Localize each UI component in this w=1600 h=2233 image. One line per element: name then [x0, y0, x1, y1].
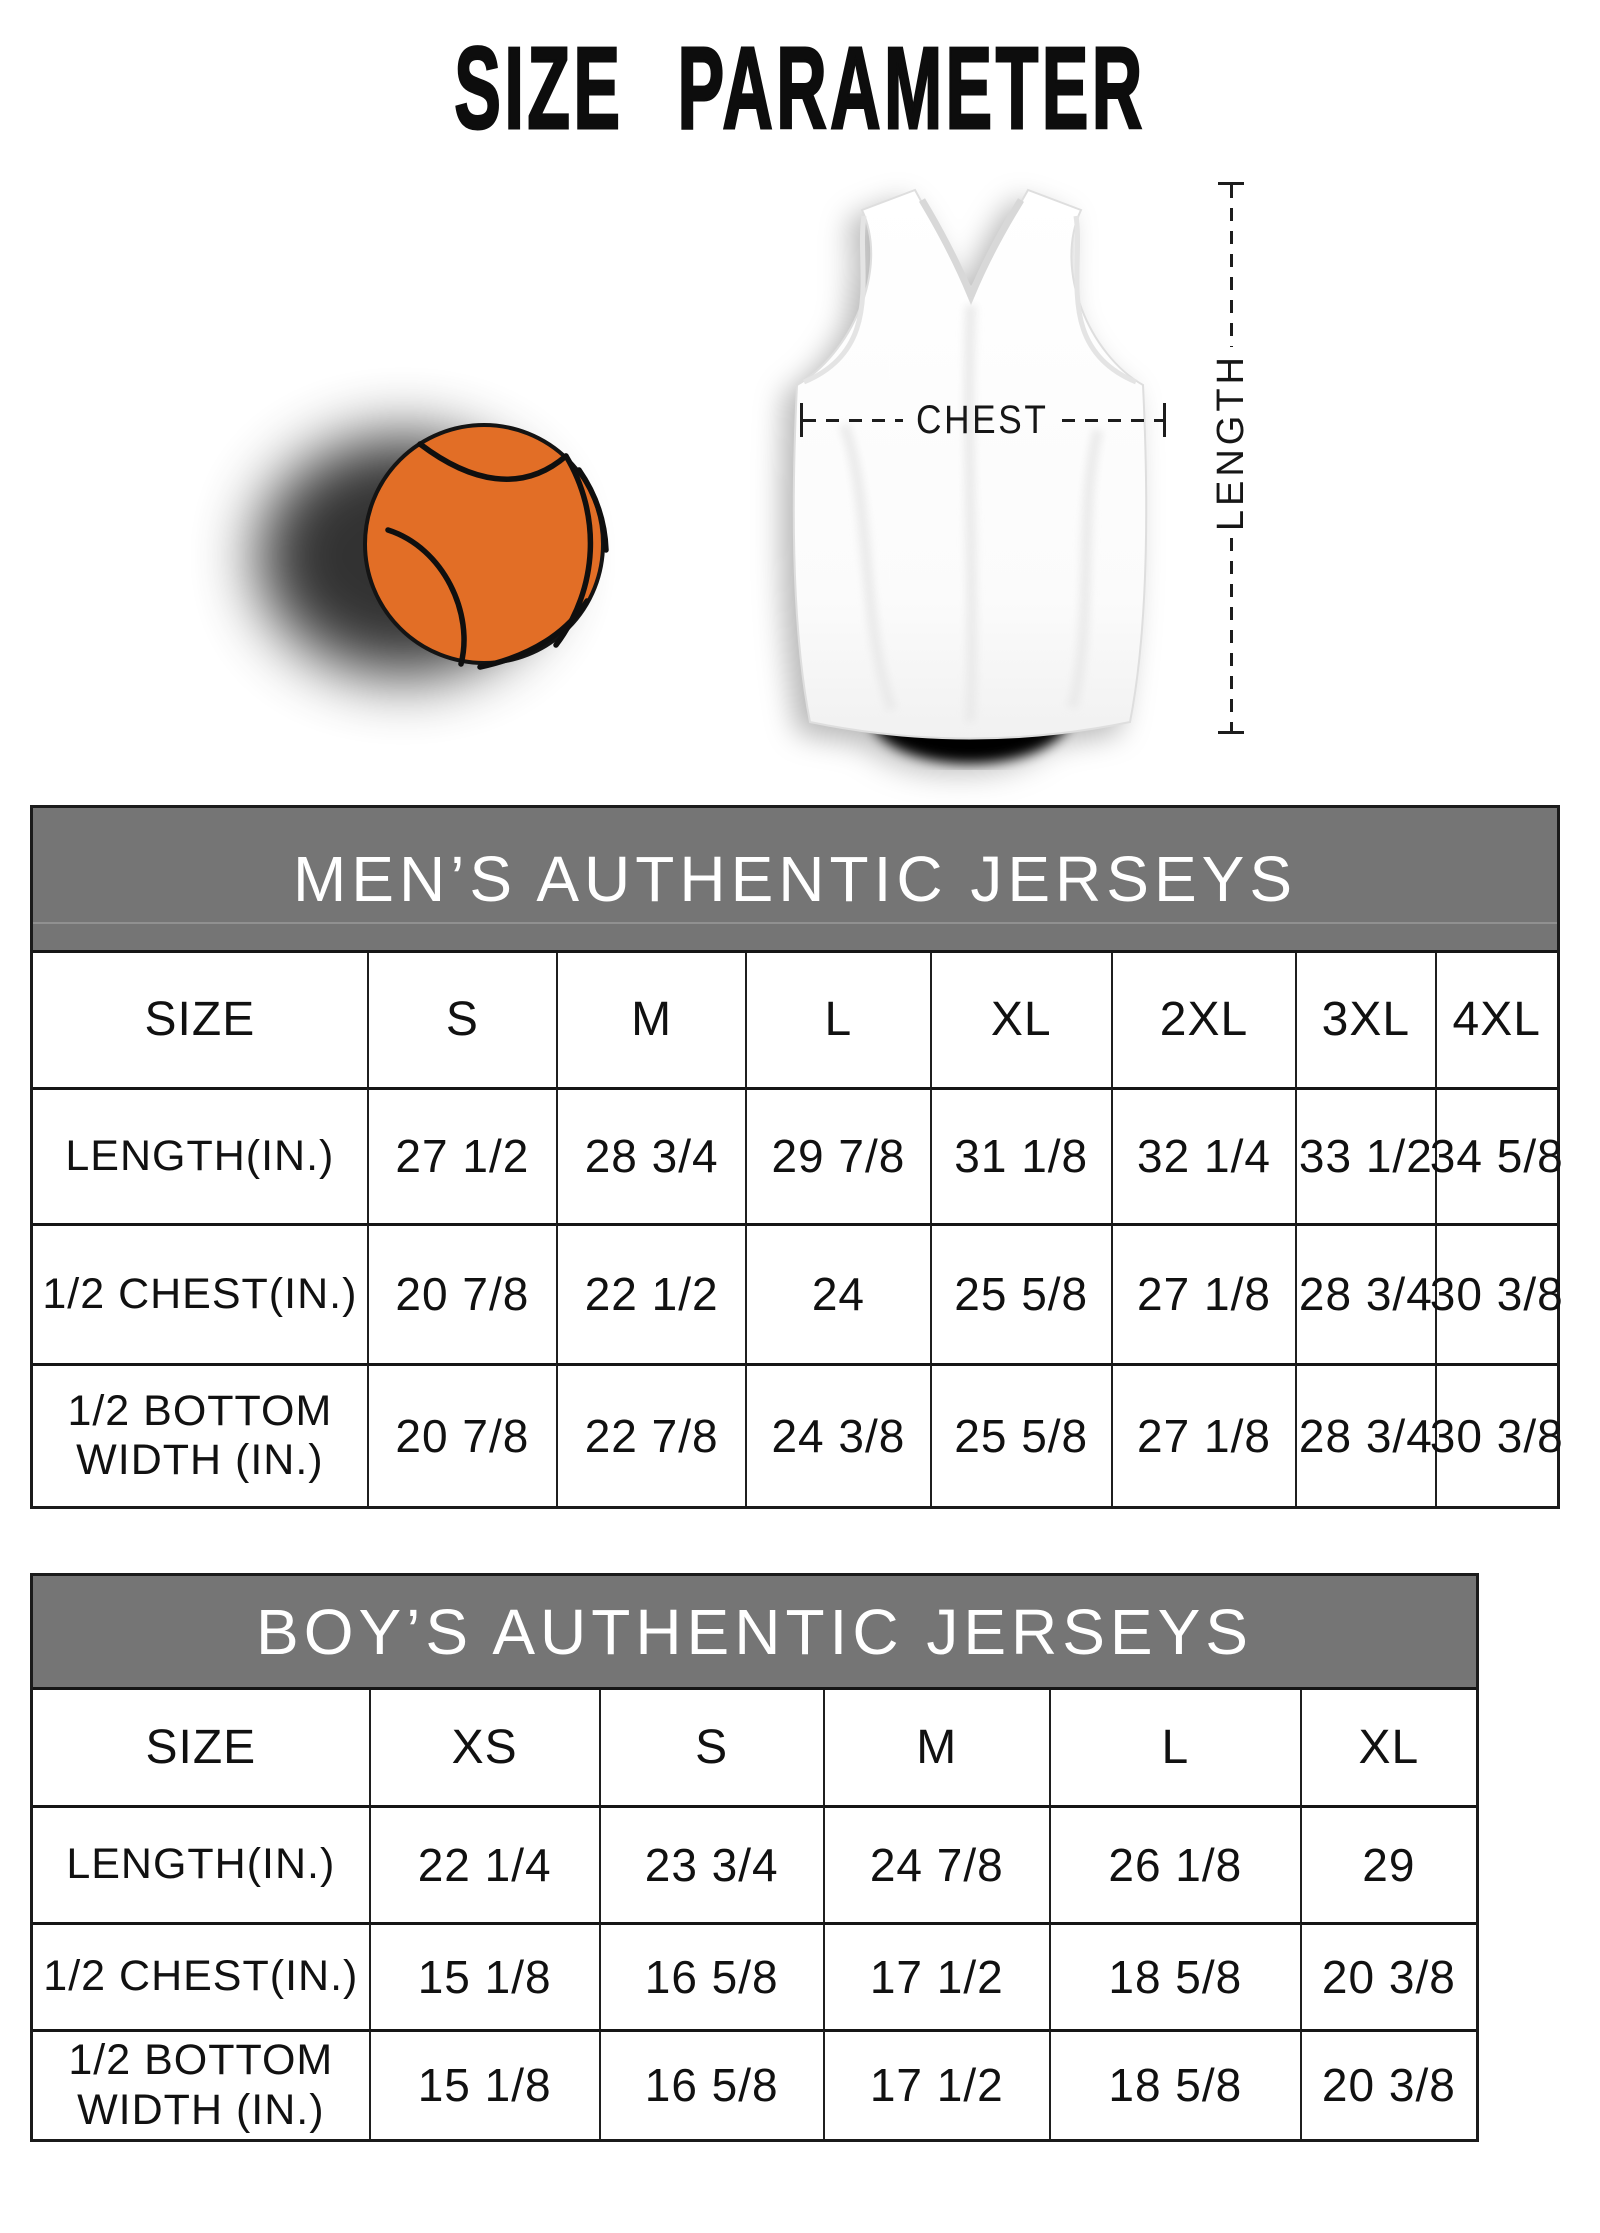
column-header: 2XL: [1110, 953, 1295, 1087]
chest-label: CHEST: [916, 397, 1049, 442]
table-cell: 22 1/4: [368, 1805, 599, 1922]
mens-table-title-band: MEN’S AUTHENTIC JERSEYS: [33, 808, 1557, 953]
boys-table-grid: SIZE XS S M L XL LENGTH(IN.) 22 1/4 23 3…: [33, 1690, 1476, 2139]
basketball-icon: [363, 423, 609, 670]
table-cell: 20 7/8: [366, 1223, 557, 1363]
length-measure-line: LENGTH: [1203, 182, 1259, 734]
table-cell: 16 5/8: [598, 2029, 823, 2139]
table-cell: 23 3/4: [598, 1805, 823, 1922]
table-cell: 18 5/8: [1048, 1922, 1300, 2029]
table-cell: 17 1/2: [822, 1922, 1049, 2029]
page-title: SIZE PARAMETER: [0, 22, 1600, 155]
column-header: XL: [1299, 1690, 1476, 1805]
table-cell: 30 3/8: [1430, 1363, 1563, 1506]
row-label: 1/2 BOTTOM WIDTH (IN.): [33, 2029, 369, 2139]
table-cell: 17 1/2: [822, 2029, 1049, 2139]
column-header: S: [598, 1690, 823, 1805]
jersey-icon: [792, 188, 1148, 763]
chest-measure-line: CHEST: [800, 398, 1166, 442]
table-cell: 26 1/8: [1048, 1805, 1300, 1922]
column-header: 3XL: [1295, 953, 1434, 1087]
column-header: XS: [368, 1690, 599, 1805]
table-cell: 16 5/8: [598, 1922, 823, 2029]
size-header: SIZE: [145, 1720, 257, 1774]
table-cell: 24 7/8: [822, 1805, 1049, 1922]
table-cell: 31 1/8: [929, 1087, 1111, 1223]
column-header: S: [366, 953, 556, 1087]
table-cell: 15 1/8: [368, 2029, 599, 2139]
table-cell: 29: [1299, 1805, 1476, 1922]
chest-right-tick: [1163, 403, 1166, 437]
table-cell: 18 5/8: [1048, 2029, 1300, 2139]
table-cell: 30 3/8: [1430, 1223, 1563, 1363]
table-cell: 20 3/8: [1299, 2029, 1476, 2139]
column-header: M: [822, 1690, 1049, 1805]
boys-table-title-band: BOY’S AUTHENTIC JERSEYS: [33, 1576, 1476, 1690]
boys-table-title: BOY’S AUTHENTIC JERSEYS: [256, 1595, 1253, 1668]
table-cell: 20 3/8: [1299, 1922, 1476, 2029]
column-header: 4XL: [1434, 953, 1557, 1087]
table-cell: 25 5/8: [929, 1223, 1111, 1363]
table-cell: 24: [745, 1223, 930, 1363]
column-header: L: [1048, 1690, 1300, 1805]
chest-dash-right: [1061, 418, 1163, 422]
mens-size-table: MEN’S AUTHENTIC JERSEYS SIZE S M L XL 2X…: [30, 805, 1563, 1509]
length-label: LENGTH: [1209, 353, 1252, 532]
table-cell: 22 1/2: [556, 1223, 746, 1363]
boys-size-table: BOY’S AUTHENTIC JERSEYS SIZE XS S M L XL…: [30, 1573, 1479, 2142]
length-top-tick: [1218, 182, 1244, 185]
table-cell: 25 5/8: [929, 1363, 1111, 1506]
table-cell: 28 3/4: [556, 1087, 746, 1223]
mens-table-title: MEN’S AUTHENTIC JERSEYS: [292, 843, 1298, 915]
length-dash-bottom: [1229, 537, 1233, 731]
table-cell: 27 1/8: [1110, 1363, 1296, 1506]
table-cell: 24 3/8: [745, 1363, 930, 1506]
column-header: M: [556, 953, 745, 1087]
chest-left-tick: [800, 403, 803, 437]
page-title-text: SIZE PARAMETER: [453, 22, 1146, 155]
table-cell: 20 7/8: [366, 1363, 557, 1506]
row-label: 1/2 CHEST(IN.): [33, 1922, 369, 2029]
row-label: LENGTH(IN.): [33, 1805, 369, 1922]
table-cell: 29 7/8: [745, 1087, 930, 1223]
table-cell: 27 1/2: [366, 1087, 557, 1223]
table-cell: 32 1/4: [1110, 1087, 1296, 1223]
column-header: L: [745, 953, 929, 1087]
size-header: SIZE: [144, 993, 256, 1047]
row-label: LENGTH(IN.): [33, 1087, 367, 1223]
table-cell: 28 3/4: [1295, 1363, 1435, 1506]
column-header: XL: [929, 953, 1111, 1087]
row-label: 1/2 CHEST(IN.): [33, 1223, 367, 1363]
table-cell: 27 1/8: [1110, 1223, 1296, 1363]
table-cell: 33 1/2: [1295, 1087, 1435, 1223]
mens-table-grid: SIZE S M L XL 2XL 3XL 4XL LENGTH(IN.) 27…: [33, 953, 1563, 1506]
length-bottom-tick: [1218, 731, 1244, 734]
row-label: 1/2 BOTTOM WIDTH (IN.): [33, 1363, 367, 1506]
table-cell: 15 1/8: [368, 1922, 599, 2029]
table-cell: 34 5/8: [1430, 1087, 1563, 1223]
chest-dash-left: [803, 418, 903, 422]
table-cell: 28 3/4: [1295, 1223, 1435, 1363]
table-cell: 22 7/8: [556, 1363, 746, 1506]
length-dash-top: [1229, 185, 1233, 348]
